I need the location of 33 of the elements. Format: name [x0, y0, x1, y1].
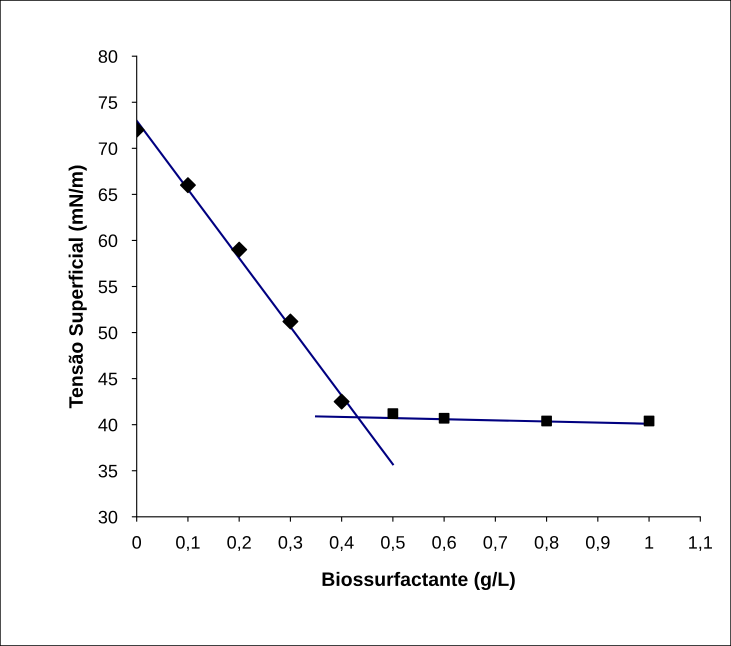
point: [282, 314, 298, 330]
y-tick-label: 50: [98, 326, 118, 340]
x-tick-label: 0,6: [432, 536, 456, 551]
x-tick-label: 0,3: [278, 536, 302, 551]
point: [541, 416, 552, 426]
x-tick-label: 0,8: [534, 536, 558, 551]
x-axis-title: Biossurfactante (g/L): [322, 572, 515, 590]
y-tick-label: 35: [98, 464, 118, 478]
x-tick-label: 1,1: [689, 536, 712, 551]
x-tick-label: 0,1: [176, 536, 200, 551]
y-axis-title: Tensão Superficial (mN/m): [68, 166, 87, 408]
x-tick-label: 0,7: [484, 536, 507, 551]
y-tick-label: 30: [98, 510, 118, 524]
x-tick-label: 0,9: [586, 536, 610, 551]
point: [438, 412, 450, 424]
y-tick-label: 70: [98, 142, 118, 156]
x-tick-label: 0,5: [381, 536, 405, 551]
y-tick-label: 45: [98, 372, 118, 386]
point: [644, 416, 654, 426]
y-tick-label: 75: [98, 96, 118, 109]
y-tick-label: 40: [98, 418, 118, 432]
point: [180, 177, 196, 194]
x-tick-label: 0,2: [227, 536, 251, 551]
x-tick-label: 0: [132, 536, 142, 549]
x-tick-label: 1: [645, 536, 654, 549]
point: [231, 242, 248, 258]
point: [334, 394, 350, 410]
x-tick-label: 0,4: [330, 536, 354, 551]
y-tick-label: 80: [98, 50, 118, 63]
y-tick-label: 60: [98, 234, 118, 248]
point: [388, 408, 398, 419]
y-tick-label: 55: [98, 280, 118, 294]
y-tick-label: 65: [98, 188, 118, 202]
